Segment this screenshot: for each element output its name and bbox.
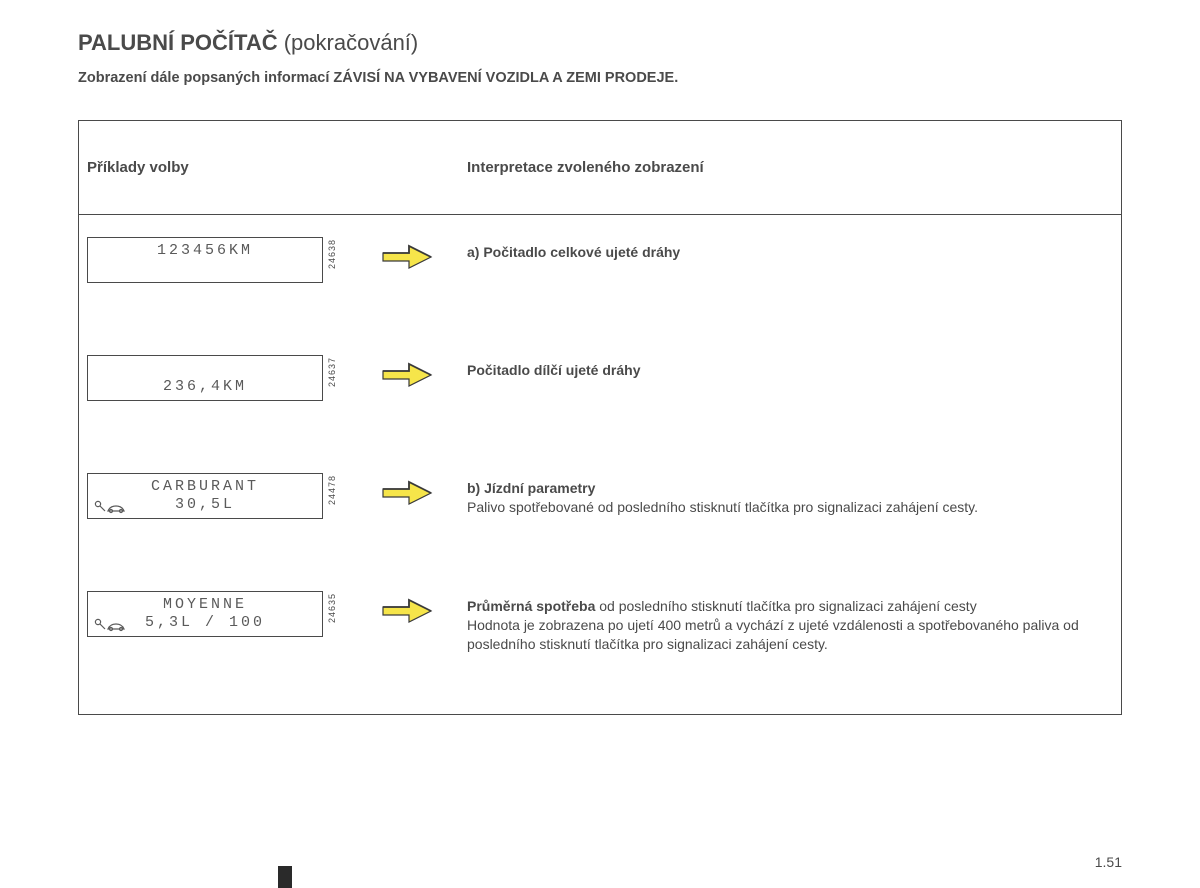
page-title-sub: (pokračování)	[284, 30, 419, 55]
description: Průměrná spotřeba od posledního stisknut…	[467, 591, 1101, 654]
col-header-left: Příklady volby	[87, 159, 467, 176]
lcd-line2: 5,3L / 100	[145, 614, 265, 632]
arrow-wrap	[347, 591, 467, 625]
desc-text: Hodnota je zobrazena po ujetí 400 metrů …	[467, 617, 1079, 652]
table-row: 123456KM 24638 a) Počitadlo celkové ujet…	[87, 237, 1101, 283]
table-row: 236,4KM 24637 Počitadlo dílčí ujeté dráh…	[87, 355, 1101, 401]
description: Počitadlo dílčí ujeté dráhy	[467, 355, 1101, 380]
display-wrap: 236,4KM 24637	[87, 355, 347, 401]
desc-bold: Počitadlo celkové ujeté dráhy	[483, 244, 680, 260]
display-wrap: 123456KM 24638	[87, 237, 347, 283]
arrow-wrap	[347, 473, 467, 507]
desc-bold: Jízdní parametry	[484, 480, 595, 496]
car-key-icon	[94, 500, 128, 514]
ref-number: 24635	[327, 593, 337, 623]
arrow-icon	[379, 479, 435, 507]
ref-number: 24478	[327, 475, 337, 505]
lcd-display: 123456KM	[87, 237, 323, 283]
description: a) Počitadlo celkové ujeté dráhy	[467, 237, 1101, 262]
lcd-line1: CARBURANT	[151, 478, 259, 496]
desc-bold: Počitadlo dílčí ujeté dráhy	[467, 362, 640, 378]
desc-text: Palivo spotřebované od posledního stiskn…	[467, 499, 978, 515]
arrow-wrap	[347, 237, 467, 271]
display-wrap: CARBURANT 30,5L 24478	[87, 473, 347, 519]
table-row: MOYENNE 5,3L / 100 24635	[87, 591, 1101, 654]
lcd-line2: 236,4KM	[163, 378, 247, 396]
display-wrap: MOYENNE 5,3L / 100 24635	[87, 591, 347, 637]
lcd-line2: 30,5L	[175, 496, 235, 514]
table-header-row: Příklady volby Interpretace zvoleného zo…	[79, 121, 1121, 215]
page-title-main: PALUBNÍ POČÍTAČ	[78, 30, 284, 55]
lcd-line1: 123456KM	[157, 242, 253, 260]
ref-number: 24637	[327, 357, 337, 387]
description: b) Jízdní parametry Palivo spotřebované …	[467, 473, 1101, 517]
display-table: Příklady volby Interpretace zvoleného zo…	[78, 120, 1122, 715]
car-key-icon	[94, 618, 128, 632]
desc-bold: Průměrná spotřeba	[467, 598, 595, 614]
table-body: 123456KM 24638 a) Počitadlo celkové ujet…	[79, 215, 1121, 714]
arrow-icon	[379, 361, 435, 389]
arrow-icon	[379, 597, 435, 625]
arrow-wrap	[347, 355, 467, 389]
desc-label: b)	[467, 480, 480, 496]
ref-number: 24638	[327, 239, 337, 269]
page-subtitle: Zobrazení dále popsaných informací ZÁVIS…	[78, 70, 1122, 86]
page-number: 1.51	[1095, 854, 1122, 870]
page-title-row: PALUBNÍ POČÍTAČ (pokračování)	[78, 30, 1122, 56]
lcd-display: CARBURANT 30,5L	[87, 473, 323, 519]
lcd-line1: MOYENNE	[163, 596, 247, 614]
col-header-right: Interpretace zvoleného zobrazení	[467, 159, 1101, 176]
arrow-icon	[379, 243, 435, 271]
crop-mark	[278, 866, 292, 888]
desc-lead: od posledního stisknutí tlačítka pro sig…	[595, 598, 976, 614]
lcd-display: MOYENNE 5,3L / 100	[87, 591, 323, 637]
desc-label: a)	[467, 244, 479, 260]
table-row: CARBURANT 30,5L 24478	[87, 473, 1101, 519]
lcd-display: 236,4KM	[87, 355, 323, 401]
